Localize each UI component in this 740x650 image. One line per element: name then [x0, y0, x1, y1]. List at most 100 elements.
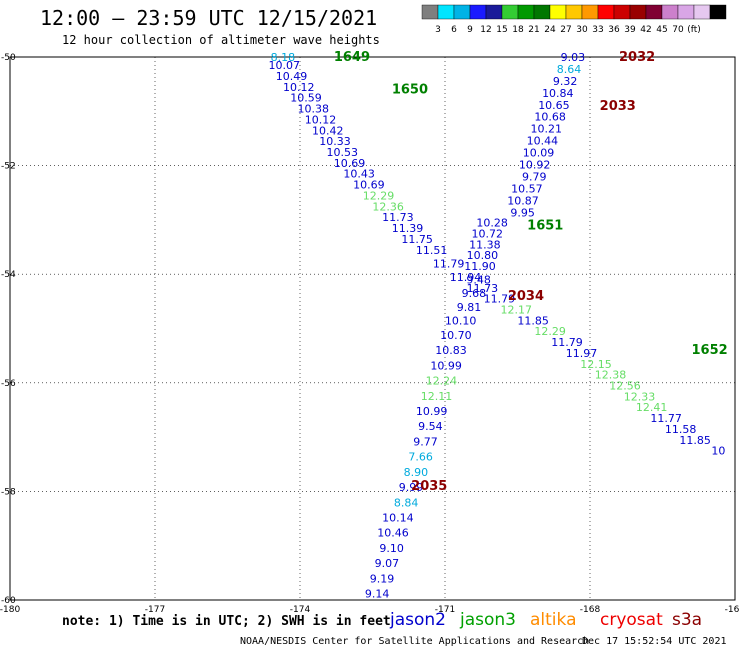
track-value: 10.99 — [416, 405, 448, 418]
track-value: 12.56 — [609, 380, 641, 393]
track-value: 11.75 — [401, 233, 433, 246]
y-tick-label: -60 — [1, 596, 16, 606]
track-value: 10.09 — [523, 147, 555, 160]
track-value: 9.68 — [462, 287, 487, 300]
track-value: 9.81 — [457, 301, 482, 314]
colorbar-label: 45 — [656, 25, 667, 35]
track-value: 10.12 — [283, 81, 315, 94]
colorbar-swatch — [709, 4, 727, 20]
x-tick-label: -174 — [290, 605, 311, 615]
time-labels: 1649 1650 1651 1652 2032 2033 2034 2035 — [334, 50, 728, 494]
colorbar-label: 12 — [480, 25, 491, 35]
colorbar-label: 15 — [496, 25, 507, 35]
colorbar-swatch — [677, 4, 695, 20]
colorbar-label: 21 — [528, 25, 539, 35]
colorbar-swatch — [549, 4, 567, 20]
track-value: 12.41 — [636, 401, 668, 414]
track-value: 9.95 — [510, 206, 535, 219]
colorbar-label: (ft) — [687, 25, 701, 35]
track-value: 10.21 — [530, 123, 562, 136]
track-value: 9.79 — [522, 170, 547, 183]
track-value: 10.42 — [312, 124, 344, 137]
track-value: 9.07 — [375, 557, 400, 570]
track-value: 11.79 — [484, 293, 516, 306]
x-tick-label: -168 — [580, 605, 601, 615]
chart-title: 12:00 — 23:59 UTC 12/15/2021 — [40, 6, 377, 30]
colorbar-swatch — [597, 4, 615, 20]
track-value: 8.64 — [557, 63, 582, 76]
colorbar-swatch — [693, 4, 711, 20]
colorbar-swatch — [469, 4, 487, 20]
track-value: 10.38 — [298, 103, 330, 116]
track-value: 12.17 — [501, 303, 533, 316]
track-value: 7.66 — [408, 451, 433, 464]
track-value: 11.85 — [517, 314, 549, 327]
track-value: 10.57 — [511, 182, 543, 195]
track-value: 10.87 — [507, 194, 539, 207]
colorbar-swatch — [421, 4, 439, 20]
axis-ticks: -180 -177 -174 -171 -168 -16 -50 -52 -54 -56 -58 -6… — [0, 53, 740, 615]
track-value: 9.54 — [418, 420, 443, 433]
y-tick-label: -54 — [1, 270, 16, 280]
track-value: 11.38 — [469, 238, 501, 251]
track-value: 10.49 — [276, 70, 308, 83]
track-values: 9.038.649.3210.8410.6510.6810.2110.4410.… — [269, 51, 726, 600]
colorbar-label: 36 — [608, 25, 620, 35]
track-value: 10.59 — [290, 92, 322, 105]
track-value: 10.99 — [430, 359, 462, 372]
satellite-legend: jason2 jason3 altika cryosat s3a — [389, 610, 702, 630]
legend-item-jason2: jason2 — [389, 610, 446, 630]
colorbar-label: 39 — [624, 25, 636, 35]
track-value: 10.10 — [445, 314, 477, 327]
track-value: 10.28 — [476, 217, 508, 230]
track-value: 12.24 — [426, 375, 458, 388]
colorbar-swatch — [645, 4, 663, 20]
chart-subtitle: 12 hour collection of altimeter wave hei… — [62, 33, 380, 47]
track-value: 10.12 — [305, 113, 337, 126]
x-tick-label: -177 — [145, 605, 165, 615]
y-tick-label: -58 — [1, 487, 16, 497]
track-value: 10.72 — [472, 227, 504, 240]
legend-item-altika: altika — [530, 610, 577, 630]
track-value: 11.94 — [450, 271, 482, 284]
track-value: 9.48 — [466, 274, 491, 287]
colorbar-label: 6 — [451, 25, 457, 35]
time-label: 2034 — [508, 289, 544, 304]
colorbar-swatch — [613, 4, 631, 20]
colorbar-swatch — [629, 4, 647, 20]
colorbar-label: 27 — [560, 25, 571, 35]
colorbar-label: 30 — [576, 25, 588, 35]
track-value: 9.32 — [553, 75, 578, 88]
x-tick-label: -171 — [435, 605, 455, 615]
track-value: 11.97 — [566, 347, 598, 360]
colorbar-swatch — [453, 4, 471, 20]
track-value: 9.14 — [365, 587, 390, 600]
track-value: 12.36 — [372, 200, 404, 213]
time-label: 1649 — [334, 50, 370, 65]
colorbar-swatch — [517, 4, 535, 20]
time-label: 2032 — [619, 50, 655, 65]
y-tick-label: -52 — [1, 162, 16, 172]
grid — [10, 57, 735, 600]
track-value: 8.84 — [394, 496, 419, 509]
colorbar-label: 70 — [672, 25, 684, 35]
track-value: 12.33 — [624, 390, 656, 403]
time-label: 1650 — [392, 83, 428, 98]
time-label: 2033 — [600, 99, 636, 114]
track-value: 12.11 — [421, 390, 453, 403]
track-value: 12.15 — [580, 358, 612, 371]
track-value: 12.38 — [595, 369, 627, 382]
track-value: 10.43 — [343, 168, 375, 181]
colorbar-label: 24 — [544, 25, 556, 35]
colorbar-swatch — [533, 4, 551, 20]
track-value: 11.85 — [679, 434, 711, 447]
track-value: 9.10 — [379, 542, 404, 555]
track-value: 11.79 — [551, 336, 583, 349]
track-value: 11.77 — [650, 412, 682, 425]
track-value: 11.79 — [433, 257, 465, 270]
track-value: 10.33 — [319, 135, 351, 148]
track-value: 10.92 — [519, 159, 551, 172]
track-value: 10 — [711, 445, 725, 458]
y-tick-label: -56 — [1, 379, 16, 389]
